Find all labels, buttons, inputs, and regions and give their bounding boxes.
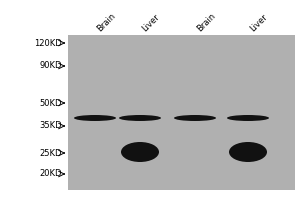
Text: Brain: Brain	[95, 11, 117, 33]
Text: 25KD: 25KD	[40, 148, 62, 158]
Text: Liver: Liver	[248, 12, 269, 33]
Text: 35KD: 35KD	[39, 121, 62, 130]
Text: 90KD: 90KD	[40, 62, 62, 71]
Bar	[68, 35, 295, 190]
Ellipse shape	[121, 142, 159, 162]
Ellipse shape	[74, 115, 116, 121]
Ellipse shape	[229, 142, 267, 162]
Text: 120KD: 120KD	[34, 38, 62, 47]
Ellipse shape	[119, 115, 161, 121]
Ellipse shape	[174, 115, 216, 121]
Text: Liver: Liver	[140, 12, 161, 33]
Text: 50KD: 50KD	[40, 98, 62, 108]
Text: 20KD: 20KD	[40, 170, 62, 178]
Ellipse shape	[227, 115, 269, 121]
Text: Brain: Brain	[195, 11, 217, 33]
